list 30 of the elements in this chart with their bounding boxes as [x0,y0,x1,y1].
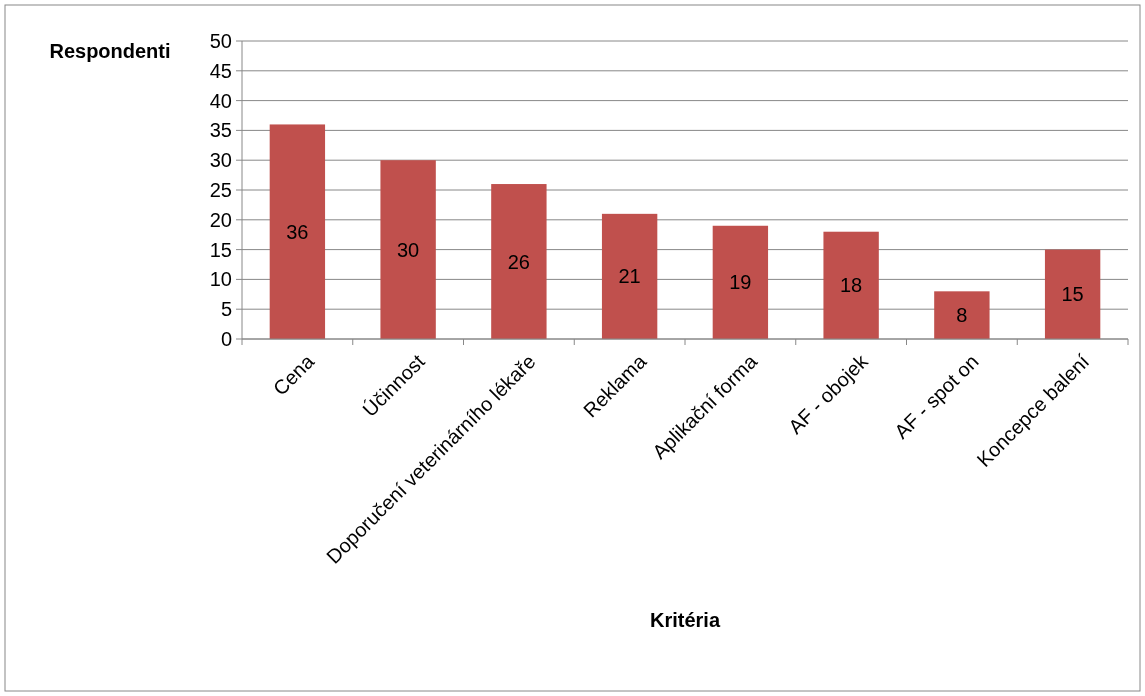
y-tick-label: 15 [209,238,232,261]
bar [712,225,769,339]
y-tick-label: 10 [209,268,232,291]
data-label: 21 [618,265,641,288]
bar [269,124,326,339]
y-axis-title: Respondenti [49,40,171,62]
y-tick-label: 40 [209,89,232,112]
data-label: 30 [397,238,420,261]
y-tick-label: 0 [220,328,232,350]
bar [934,291,990,339]
data-label: 15 [1061,283,1084,306]
bar [823,231,879,339]
data-label: 8 [956,304,968,327]
data-label: 19 [729,271,752,294]
y-tick-label: 20 [209,208,232,231]
bar [601,213,658,339]
y-tick-label: 30 [209,149,232,172]
y-tick-label: 45 [209,59,232,82]
y-tick-label: 35 [209,119,232,142]
bar [380,160,436,339]
bar [1044,249,1101,339]
data-label: 36 [286,220,309,243]
x-tick-label: AF - spot on [890,350,983,443]
x-axis-title: Kritéria [649,609,721,631]
data-label: 26 [507,250,530,273]
y-tick-label: 25 [209,179,232,201]
data-label: 18 [840,274,863,297]
bar [491,184,547,339]
y-tick-label: 50 [209,30,232,52]
y-tick-label: 5 [220,298,232,321]
